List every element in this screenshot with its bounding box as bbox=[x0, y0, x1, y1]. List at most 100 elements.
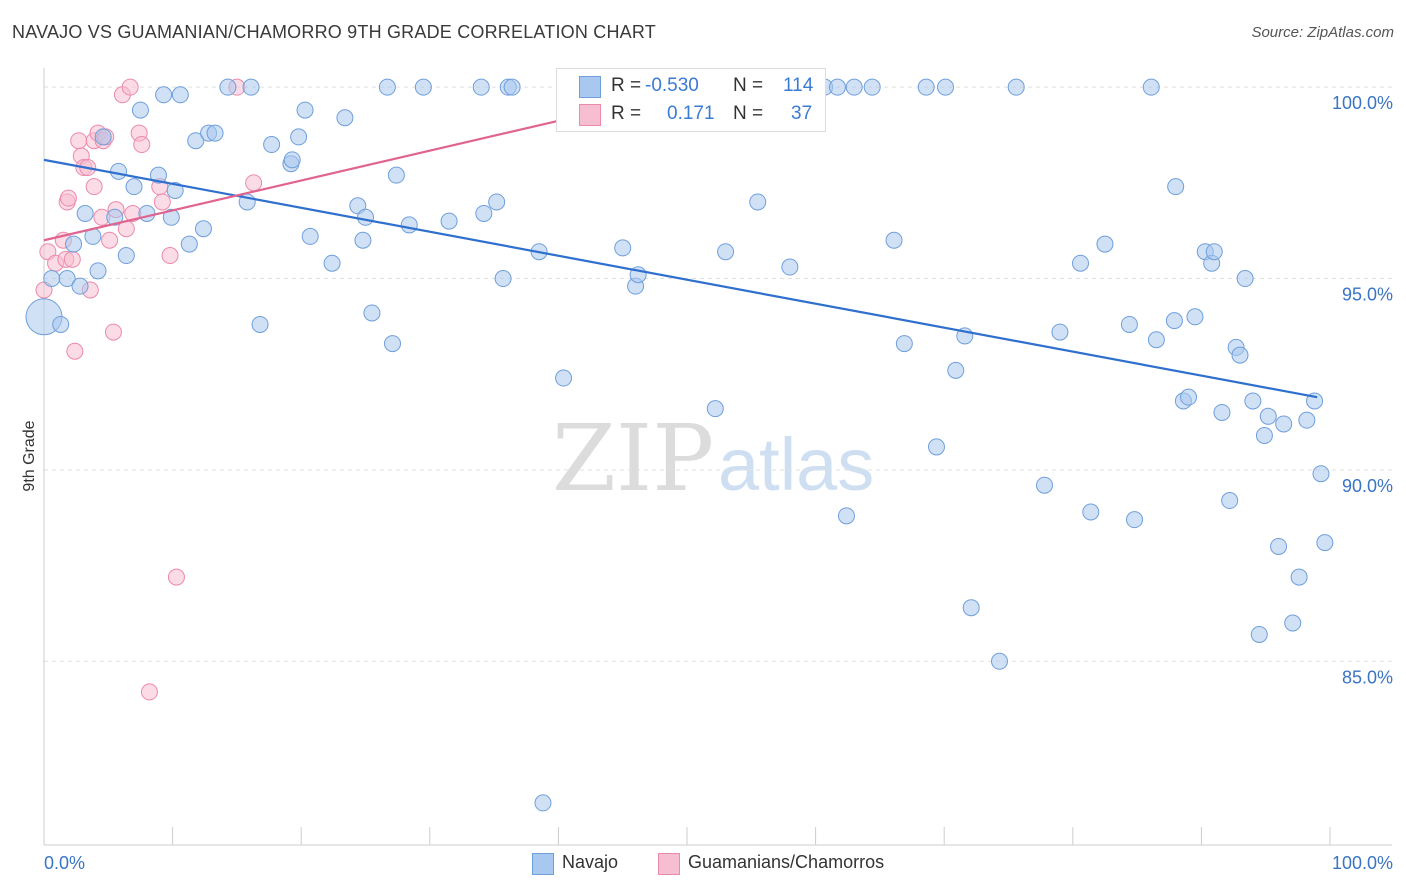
navajo-point-89 bbox=[1167, 178, 1185, 196]
navajo-point-76 bbox=[962, 599, 980, 617]
navajo-point-49 bbox=[475, 204, 493, 222]
x-tick-label-max: 100.0% bbox=[1332, 853, 1393, 873]
navajo-point-60 bbox=[706, 400, 724, 418]
guam-point-33 bbox=[167, 568, 185, 586]
navajo-swatch bbox=[579, 76, 601, 98]
navajo-point-8 bbox=[89, 262, 107, 280]
navajo-point-20 bbox=[171, 86, 189, 104]
navajo-point-70 bbox=[895, 335, 913, 353]
y-tick-label-0: 100.0% bbox=[1332, 93, 1393, 113]
navajo-point-51 bbox=[494, 270, 512, 288]
navajo-point-61 bbox=[717, 243, 735, 261]
navajo-point-9 bbox=[94, 128, 112, 146]
navajo-point-37 bbox=[336, 109, 354, 127]
navajo-point-73 bbox=[936, 78, 954, 96]
navajo-point-3 bbox=[58, 270, 76, 288]
navajo-n-value: 114 bbox=[783, 75, 814, 96]
navajo-point-23 bbox=[194, 220, 212, 238]
navajo-point-56 bbox=[555, 369, 573, 387]
navajo-point-65 bbox=[828, 78, 846, 96]
guam-point-15 bbox=[85, 178, 103, 196]
navajo-point-43 bbox=[384, 335, 402, 353]
navajo-point-1 bbox=[43, 270, 61, 288]
guam-n-value: 37 bbox=[791, 103, 813, 124]
navajo-point-33 bbox=[290, 128, 308, 146]
guam-point-25 bbox=[121, 78, 139, 96]
guam-swatch bbox=[579, 104, 601, 126]
guam-legend-label: Guamanians/Chamorros bbox=[688, 852, 885, 872]
chart-title: NAVAJO VS GUAMANIAN/CHAMORRO 9TH GRADE C… bbox=[12, 22, 656, 42]
navajo-point-67 bbox=[845, 78, 863, 96]
guam-point-32 bbox=[161, 247, 179, 265]
navajo-point-78 bbox=[1007, 78, 1025, 96]
watermark: ZIP atlas bbox=[552, 405, 874, 512]
navajo-point-72 bbox=[927, 438, 945, 456]
axes bbox=[43, 68, 1392, 846]
navajo-point-83 bbox=[1096, 235, 1114, 253]
navajo-point-108 bbox=[1290, 568, 1308, 586]
navajo-point-74 bbox=[947, 361, 965, 379]
guam-n-label: N = bbox=[733, 103, 764, 124]
navajo-point-21 bbox=[180, 235, 198, 253]
navajo-point-55 bbox=[534, 794, 552, 812]
navajo-point-53 bbox=[503, 78, 521, 96]
navajo-point-91 bbox=[1180, 388, 1198, 406]
source-credit: Source: ZipAtlas.com bbox=[1251, 24, 1394, 41]
guam-legend-swatch bbox=[658, 853, 680, 875]
navajo-point-10 bbox=[106, 208, 124, 226]
navajo-point-40 bbox=[357, 208, 374, 226]
navajo-point-112 bbox=[1316, 534, 1334, 552]
guam-r-value: 0.171 bbox=[667, 103, 715, 124]
y-tick-label-3: 85.0% bbox=[1342, 667, 1393, 687]
x-tick-label-min: 0.0% bbox=[44, 853, 85, 873]
navajo-point-101 bbox=[1244, 392, 1262, 410]
guam-point-9 bbox=[70, 132, 88, 150]
navajo-point-41 bbox=[363, 304, 381, 322]
navajo-point-13 bbox=[125, 178, 143, 196]
navajo-point-47 bbox=[440, 212, 458, 230]
navajo-point-92 bbox=[1186, 308, 1204, 326]
navajo-point-29 bbox=[251, 315, 269, 333]
navajo-point-4 bbox=[65, 235, 83, 253]
navajo-point-63 bbox=[781, 258, 799, 276]
navajo-point-97 bbox=[1221, 492, 1239, 510]
navajo-point-99 bbox=[1231, 346, 1249, 364]
navajo-point-28 bbox=[242, 78, 260, 96]
navajo-point-11 bbox=[110, 162, 128, 180]
navajo-point-96 bbox=[1213, 403, 1231, 421]
trend-lines bbox=[43, 89, 1318, 399]
navajo-point-79 bbox=[1036, 476, 1054, 494]
navajo-point-87 bbox=[1147, 331, 1165, 349]
watermark-atlas: atlas bbox=[718, 423, 874, 506]
navajo-point-102 bbox=[1250, 625, 1268, 643]
navajo-point-69 bbox=[885, 231, 903, 249]
navajo-point-36 bbox=[323, 254, 341, 272]
navajo-point-19 bbox=[166, 181, 184, 199]
navajo-point-62 bbox=[749, 193, 767, 211]
navajo-point-12 bbox=[117, 247, 135, 265]
navajo-point-82 bbox=[1082, 503, 1100, 521]
navajo-point-35 bbox=[301, 227, 319, 245]
navajo-r-value: -0.530 bbox=[645, 75, 699, 96]
guam-point-20 bbox=[101, 231, 119, 249]
navajo-point-42 bbox=[378, 78, 396, 96]
navajo-point-95 bbox=[1205, 243, 1223, 261]
y-tick-label-2: 90.0% bbox=[1342, 476, 1393, 496]
navajo-point-80 bbox=[1051, 323, 1069, 341]
navajo-point-22 bbox=[187, 132, 205, 150]
navajo-point-71 bbox=[917, 78, 935, 96]
navajo-point-32 bbox=[283, 151, 301, 169]
correlation-legend: R = -0.530 N = 114 R = 0.171 N = 37 bbox=[556, 68, 826, 132]
guam-point-6 bbox=[59, 189, 77, 207]
navajo-point-105 bbox=[1270, 537, 1288, 555]
navajo-point-104 bbox=[1259, 407, 1277, 425]
guam-point-28 bbox=[133, 136, 151, 154]
guam-point-8 bbox=[66, 342, 84, 360]
navajo-legend-label: Navajo bbox=[562, 852, 619, 872]
navajo-point-25 bbox=[206, 124, 224, 142]
watermark-zip: ZIP bbox=[552, 405, 714, 512]
navajo-point-109 bbox=[1298, 411, 1316, 429]
navajo-legend-swatch bbox=[532, 853, 554, 875]
navajo-point-85 bbox=[1126, 511, 1144, 529]
